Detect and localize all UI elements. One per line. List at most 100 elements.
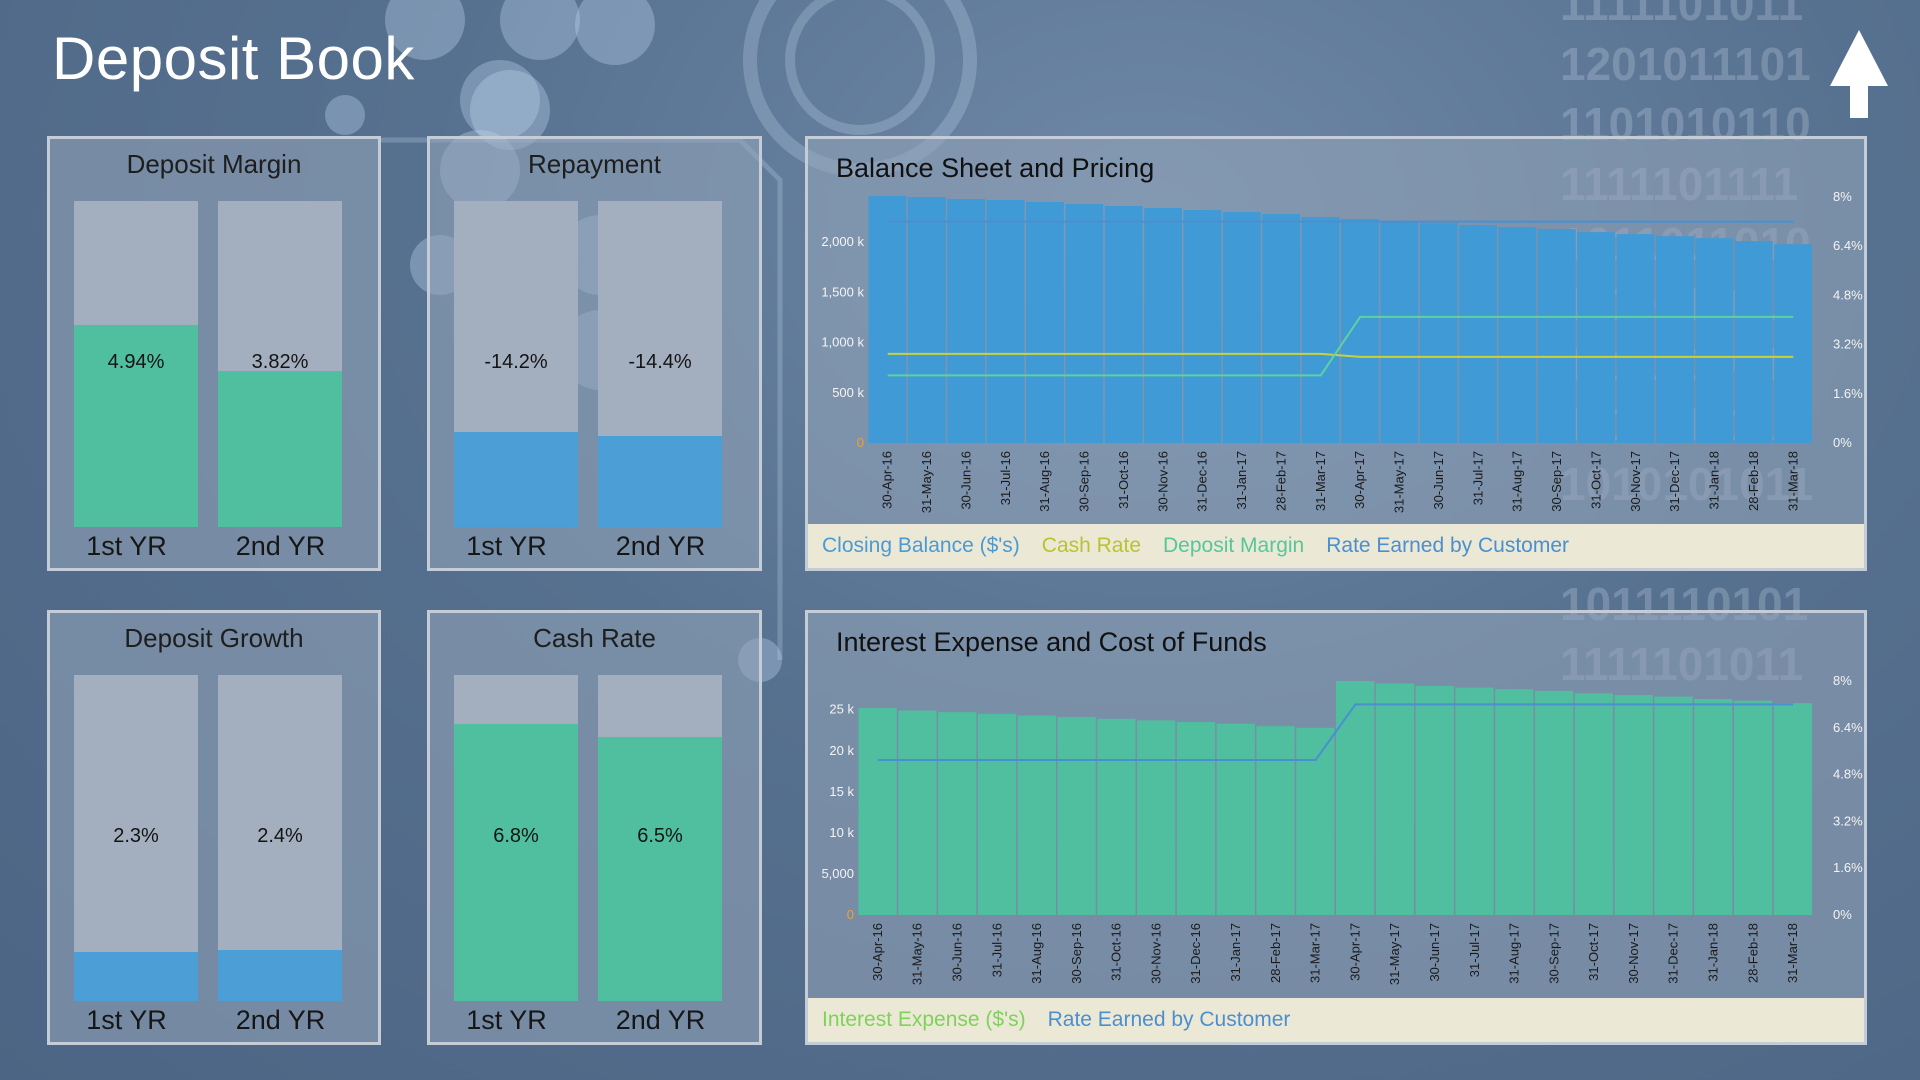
category-label: 30-Jun-16 bbox=[958, 451, 973, 510]
chart-legend: Closing Balance ($'s) Cash Rate Deposit … bbox=[808, 524, 1864, 568]
category-label: 31-May-17 bbox=[1387, 923, 1402, 985]
right-tick-label: 6.4% bbox=[1833, 238, 1863, 253]
chart-bar bbox=[1065, 204, 1104, 443]
kpi-bar-value: 6.5% bbox=[637, 825, 683, 847]
chart-bar bbox=[1498, 227, 1537, 443]
chart-bar bbox=[1017, 715, 1056, 915]
chart-panel-interest-expense: Interest Expense and Cost of Funds 0 5,00… bbox=[805, 610, 1867, 1045]
up-arrow-icon[interactable] bbox=[1828, 28, 1890, 120]
left-tick-label: 2,000 k bbox=[821, 234, 864, 249]
kpi-bar-1st-yr: 4.94% bbox=[74, 201, 198, 527]
category-label: 30-Nov-17 bbox=[1626, 923, 1641, 984]
left-tick-label: 0 bbox=[857, 435, 864, 450]
category-label: 30-Jun-16 bbox=[949, 923, 964, 982]
kpi-bar-label: 2nd YR bbox=[615, 531, 706, 561]
chart-bar bbox=[1222, 212, 1261, 443]
right-tick-label: 3.2% bbox=[1833, 337, 1863, 352]
right-tick-label: 0% bbox=[1833, 907, 1852, 922]
category-label: 28-Feb-17 bbox=[1273, 451, 1288, 511]
category-label: 31-Jul-17 bbox=[1470, 451, 1485, 505]
chart-bar bbox=[1695, 238, 1734, 443]
panel-title: Deposit Margin bbox=[126, 149, 302, 179]
balance-sheet-chart: 0 500 k 1,000 k 1,500 k 2,000 k 0% 1.6% 3.2% 4.8… bbox=[821, 189, 1863, 513]
legend-item-interest-expense[interactable]: Interest Expense ($'s) bbox=[822, 1008, 1026, 1031]
kpi-bar-value: 4.94% bbox=[107, 351, 165, 373]
category-label: 31-Jul-17 bbox=[1467, 923, 1482, 977]
chart-bar bbox=[1176, 722, 1216, 915]
category-label: 31-Oct-16 bbox=[1116, 451, 1131, 509]
chart-line bbox=[887, 352, 1794, 358]
category-label: 31-Jan-18 bbox=[1706, 923, 1721, 982]
category-label: 31-Mar-17 bbox=[1308, 923, 1323, 983]
category-label: 31-Aug-16 bbox=[1029, 923, 1044, 984]
chart-bar bbox=[1537, 229, 1576, 443]
kpi-bar-1st-yr: 6.8% bbox=[454, 675, 578, 1001]
chart-bar bbox=[1656, 236, 1694, 443]
category-label: 30-Jun-17 bbox=[1431, 451, 1446, 510]
chart-bar bbox=[1097, 718, 1136, 915]
chart-bar bbox=[1256, 726, 1295, 915]
chart-bar bbox=[1057, 717, 1096, 915]
chart-bar bbox=[1694, 699, 1733, 915]
left-tick-label: 500 k bbox=[832, 385, 864, 400]
category-label: 30-Sep-16 bbox=[1077, 451, 1092, 512]
left-tick-label: 15 k bbox=[829, 784, 854, 799]
kpi-bar-2nd-yr: 3.82% bbox=[218, 201, 342, 527]
chart-bar bbox=[1733, 700, 1773, 915]
category-label: 31-Dec-17 bbox=[1666, 923, 1681, 984]
kpi-bar-value: 6.8% bbox=[493, 825, 539, 847]
left-tick-label: 1,500 k bbox=[821, 284, 864, 299]
kpi-panel-repayment: Repayment -14.2% 1st YR -14.4% 2nd YR bbox=[427, 136, 762, 571]
legend-item-cash-rate[interactable]: Cash Rate bbox=[1041, 534, 1141, 557]
kpi-bar-fill bbox=[218, 950, 342, 1001]
right-tick-label: 8% bbox=[1833, 673, 1852, 688]
kpi-bar-fill bbox=[218, 370, 342, 527]
chart-bar bbox=[1415, 685, 1454, 915]
kpi-panel-cash-rate: Cash Rate 6.8% 1st YR 6.5% 2nd YR bbox=[427, 610, 762, 1045]
kpi-bar-1st-yr: -14.2% bbox=[454, 201, 578, 527]
category-label: 31-Jan-18 bbox=[1707, 451, 1722, 510]
chart-bar bbox=[1773, 703, 1812, 915]
svg-text:1111101011: 1111101011 bbox=[1560, 0, 1803, 30]
legend-item-rate-earned[interactable]: Rate Earned by Customer bbox=[1326, 534, 1570, 557]
right-tick-label: 4.8% bbox=[1833, 767, 1863, 782]
right-tick-label: 1.6% bbox=[1833, 386, 1863, 401]
kpi-bar-value: 2.3% bbox=[113, 825, 159, 847]
interest-expense-chart: 0 5,000 10 k 15 k 20 k 25 k 0% 1.6% 3.2% 4.8% 6.4%… bbox=[821, 673, 1863, 985]
legend-item-rate-earned[interactable]: Rate Earned by Customer bbox=[1047, 1008, 1291, 1031]
chart-panel-balance-sheet: Balance Sheet and Pricing 0 500 k 1,000 k 1… bbox=[805, 136, 1867, 571]
left-tick-label: 20 k bbox=[829, 743, 854, 758]
chart-bar bbox=[1654, 696, 1693, 915]
category-label: 31-Mar-18 bbox=[1785, 923, 1800, 983]
kpi-bar-label: 2nd YR bbox=[235, 1005, 326, 1035]
category-label: 30-Sep-17 bbox=[1546, 923, 1561, 984]
chart-bar bbox=[1574, 693, 1614, 915]
kpi-bar-label: 1st YR bbox=[86, 1005, 167, 1035]
kpi-bar-label: 2nd YR bbox=[235, 531, 326, 561]
category-label: 30-Nov-16 bbox=[1148, 923, 1163, 984]
kpi-bar-1st-yr: 2.3% bbox=[74, 675, 198, 1001]
category-label: 28-Feb-18 bbox=[1745, 923, 1760, 983]
chart-bar bbox=[898, 710, 937, 915]
chart-bar bbox=[1616, 234, 1655, 443]
panel-title: Cash Rate bbox=[533, 623, 656, 653]
chart-bar bbox=[1534, 690, 1574, 915]
panel-title: Deposit Growth bbox=[124, 623, 304, 653]
chart-bar bbox=[1375, 683, 1415, 915]
kpi-bar-value: 2.4% bbox=[257, 825, 303, 847]
chart-bar bbox=[938, 712, 977, 915]
chart-legend: Interest Expense ($'s) Rate Earned by Cu… bbox=[808, 998, 1864, 1042]
category-label: 31-Dec-16 bbox=[1188, 923, 1203, 984]
chart-bar bbox=[1341, 219, 1379, 443]
chart-bar bbox=[1144, 208, 1182, 443]
category-label: 31-Oct-17 bbox=[1588, 451, 1603, 509]
left-tick-label: 10 k bbox=[829, 825, 854, 840]
svg-text:1201011101: 1201011101 bbox=[1560, 38, 1811, 90]
legend-item-deposit-margin[interactable]: Deposit Margin bbox=[1163, 534, 1305, 557]
kpi-bar-fill bbox=[74, 952, 198, 1001]
legend-item-closing-balance[interactable]: Closing Balance ($'s) bbox=[822, 534, 1020, 557]
chart-bar bbox=[1380, 221, 1419, 443]
kpi-bar-label: 1st YR bbox=[466, 1005, 547, 1035]
category-label: 31-Aug-17 bbox=[1510, 451, 1525, 512]
category-label: 31-Jan-17 bbox=[1234, 451, 1249, 510]
